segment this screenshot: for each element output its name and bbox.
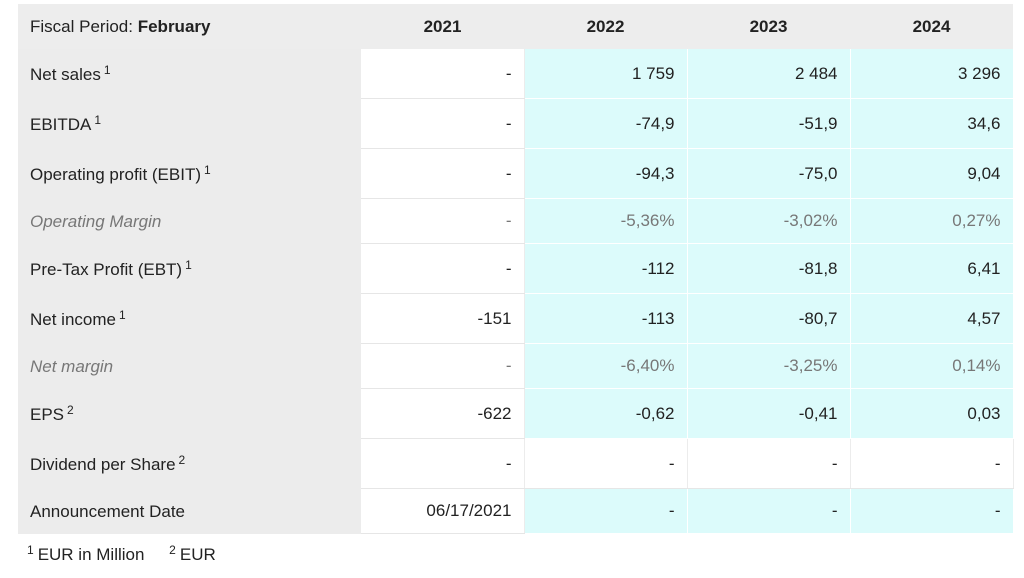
footnote-marker: 2 <box>178 452 186 467</box>
row-label: EBITDA 1 <box>18 98 361 149</box>
table-cell: 06/17/2021 <box>361 488 525 534</box>
table-cell: -75,0 <box>687 148 851 199</box>
table-cell: - <box>524 438 688 489</box>
year-header[interactable]: 2022 <box>524 4 687 49</box>
fiscal-period-label: Fiscal Period: <box>30 16 133 36</box>
year-header[interactable]: 2021 <box>361 4 524 49</box>
table-row: Operating Margin - -5,36% -3,02% 0,27% <box>18 198 1014 244</box>
table-cell: -3,02% <box>687 198 851 244</box>
table-row: Net income 1 -151 -113 -80,7 4,57 <box>18 293 1014 344</box>
row-label: Net margin <box>18 343 361 389</box>
table-cell: -94,3 <box>524 148 688 199</box>
fiscal-period-header: Fiscal Period: February <box>18 4 361 49</box>
table-row: Pre-Tax Profit (EBT) 1 - -112 -81,8 6,41 <box>18 243 1014 294</box>
table-cell: - <box>687 488 851 534</box>
table-cell: -6,40% <box>524 343 688 389</box>
table-cell: 0,27% <box>850 198 1014 244</box>
year-header[interactable]: 2024 <box>850 4 1013 49</box>
table-row: Announcement Date 06/17/2021 - - - <box>18 488 1014 534</box>
table-cell: -0,41 <box>687 388 851 439</box>
table-cell: -113 <box>524 293 688 344</box>
table-cell: - <box>361 98 525 149</box>
table-cell: - <box>524 488 688 534</box>
footnote-marker: 1 <box>204 162 211 177</box>
financial-summary-table: Fiscal Period: February 2021 2022 2023 2… <box>18 4 1014 534</box>
table-cell: -112 <box>524 243 688 294</box>
table-row: Net sales 1 - 1 759 2 484 3 296 <box>18 49 1014 99</box>
row-label: Net income 1 <box>18 293 361 344</box>
row-label: EPS 2 <box>18 388 361 439</box>
row-label: Operating profit (EBIT) 1 <box>18 148 361 199</box>
table-cell: 1 759 <box>524 49 688 99</box>
year-header[interactable]: 2023 <box>687 4 850 49</box>
footnote-marker: 1 <box>94 112 102 127</box>
table-cell: 34,6 <box>850 98 1014 149</box>
footnote-marker: 1 <box>118 307 126 322</box>
table-row: Operating profit (EBIT) 1 - -94,3 -75,0 9… <box>18 148 1014 199</box>
table-cell: -3,25% <box>687 343 851 389</box>
footnotes: 1 EUR in Million 2 EUR <box>27 543 236 565</box>
table-cell: -622 <box>361 388 525 439</box>
table-cell: -5,36% <box>524 198 688 244</box>
footnote-marker: 1 <box>103 62 111 77</box>
table-cell: - <box>361 148 525 199</box>
table-cell: 2 484 <box>687 49 851 99</box>
row-label: Net sales 1 <box>18 49 361 99</box>
table-cell: 4,57 <box>850 293 1014 344</box>
footnote-marker: 1 <box>185 257 192 272</box>
row-label: Pre-Tax Profit (EBT) 1 <box>18 243 361 294</box>
table-cell: 3 296 <box>850 49 1014 99</box>
table-cell: -151 <box>361 293 525 344</box>
table-cell: - <box>361 49 525 99</box>
table-cell: - <box>687 438 851 489</box>
footnote-item: 1 EUR in Million <box>27 543 145 564</box>
table-cell: - <box>850 488 1014 534</box>
table-cell: -81,8 <box>687 243 851 294</box>
table-cell: - <box>361 243 525 294</box>
table-cell: -80,7 <box>687 293 851 344</box>
table-cell: -74,9 <box>524 98 688 149</box>
table-row: Net margin - -6,40% -3,25% 0,14% <box>18 343 1014 389</box>
row-label: Announcement Date <box>18 488 361 534</box>
table-cell: - <box>361 198 525 244</box>
table-row: EPS 2 -622 -0,62 -0,41 0,03 <box>18 388 1014 439</box>
table-cell: -51,9 <box>687 98 851 149</box>
footnote-marker: 2 <box>67 402 74 417</box>
footnote-item: 2 EUR <box>169 543 216 564</box>
table-cell: - <box>850 438 1014 489</box>
table-cell: 6,41 <box>850 243 1014 294</box>
fiscal-period-value: February <box>137 16 211 36</box>
row-label: Dividend per Share 2 <box>18 438 361 489</box>
table-cell: 9,04 <box>850 148 1014 199</box>
table-cell: - <box>361 438 525 489</box>
row-label: Operating Margin <box>18 198 361 244</box>
table-cell: -0,62 <box>524 388 688 439</box>
table-cell: 0,03 <box>850 388 1014 439</box>
table-cell: - <box>361 343 525 389</box>
table-cell: 0,14% <box>850 343 1014 389</box>
table-row: EBITDA 1 - -74,9 -51,9 34,6 <box>18 98 1014 149</box>
table-header-row: Fiscal Period: February 2021 2022 2023 2… <box>18 4 1013 49</box>
table-row: Dividend per Share 2 - - - - <box>18 438 1014 489</box>
